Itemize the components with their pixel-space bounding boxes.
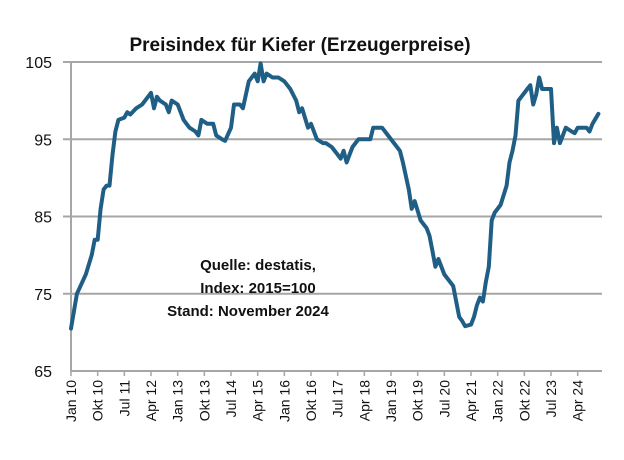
x-tick-label: Jul 11	[116, 380, 132, 417]
x-tick-label: Apr 24	[570, 380, 586, 421]
x-tick-label: Apr 18	[356, 380, 372, 421]
x-tick-label: Jan 16	[276, 380, 292, 422]
x-tick-label: Jan 19	[383, 380, 399, 422]
series-line	[69, 61, 601, 331]
x-tick-label: Jul 20	[436, 380, 452, 418]
x-tick-label: Okt 16	[303, 380, 319, 421]
y-tick-label: 65	[34, 364, 52, 381]
y-tick-label: 85	[34, 210, 52, 227]
y-tick-label: 95	[34, 132, 52, 149]
x-tick-label: Jan 10	[63, 380, 79, 422]
x-tick-label: Jan 22	[490, 380, 506, 422]
annotation-source: Quelle: destatis,	[200, 257, 316, 274]
y-tick-label: 75	[34, 287, 52, 304]
x-tick-label: Jan 13	[170, 380, 186, 422]
x-tick-label: Okt 10	[90, 380, 106, 421]
x-axis: Jan 10 Okt 10 Jul 11 Apr 12 Jan 13 Okt 13 Jul …	[63, 62, 602, 422]
x-tick-label: Apr 15	[250, 380, 266, 421]
x-tick-label: Okt 22	[516, 380, 532, 421]
y-axis-ticks: 65 75 85 95 105	[25, 55, 52, 381]
annotation-box: Quelle: destatis, Index: 2015=100 Stand:…	[167, 257, 329, 320]
x-tick-label: Okt 13	[196, 380, 212, 421]
annotation-index: Index: 2015=100	[200, 280, 316, 297]
x-tick-label: Okt 19	[410, 380, 426, 421]
gridlines	[63, 61, 602, 295]
x-tick-label: Apr 21	[463, 380, 479, 421]
y-tick-label: 105	[25, 55, 52, 72]
x-tick-label: Jul 23	[543, 380, 559, 418]
x-tick-label: Jul 14	[223, 380, 239, 418]
x-tick-label: Apr 12	[143, 380, 159, 421]
x-tick-label: Jul 17	[330, 380, 346, 418]
annotation-date: Stand: November 2024	[167, 303, 329, 320]
chart-title: Preisindex für Kiefer (Erzeugerpreise)	[129, 35, 470, 56]
series-group	[69, 61, 601, 331]
